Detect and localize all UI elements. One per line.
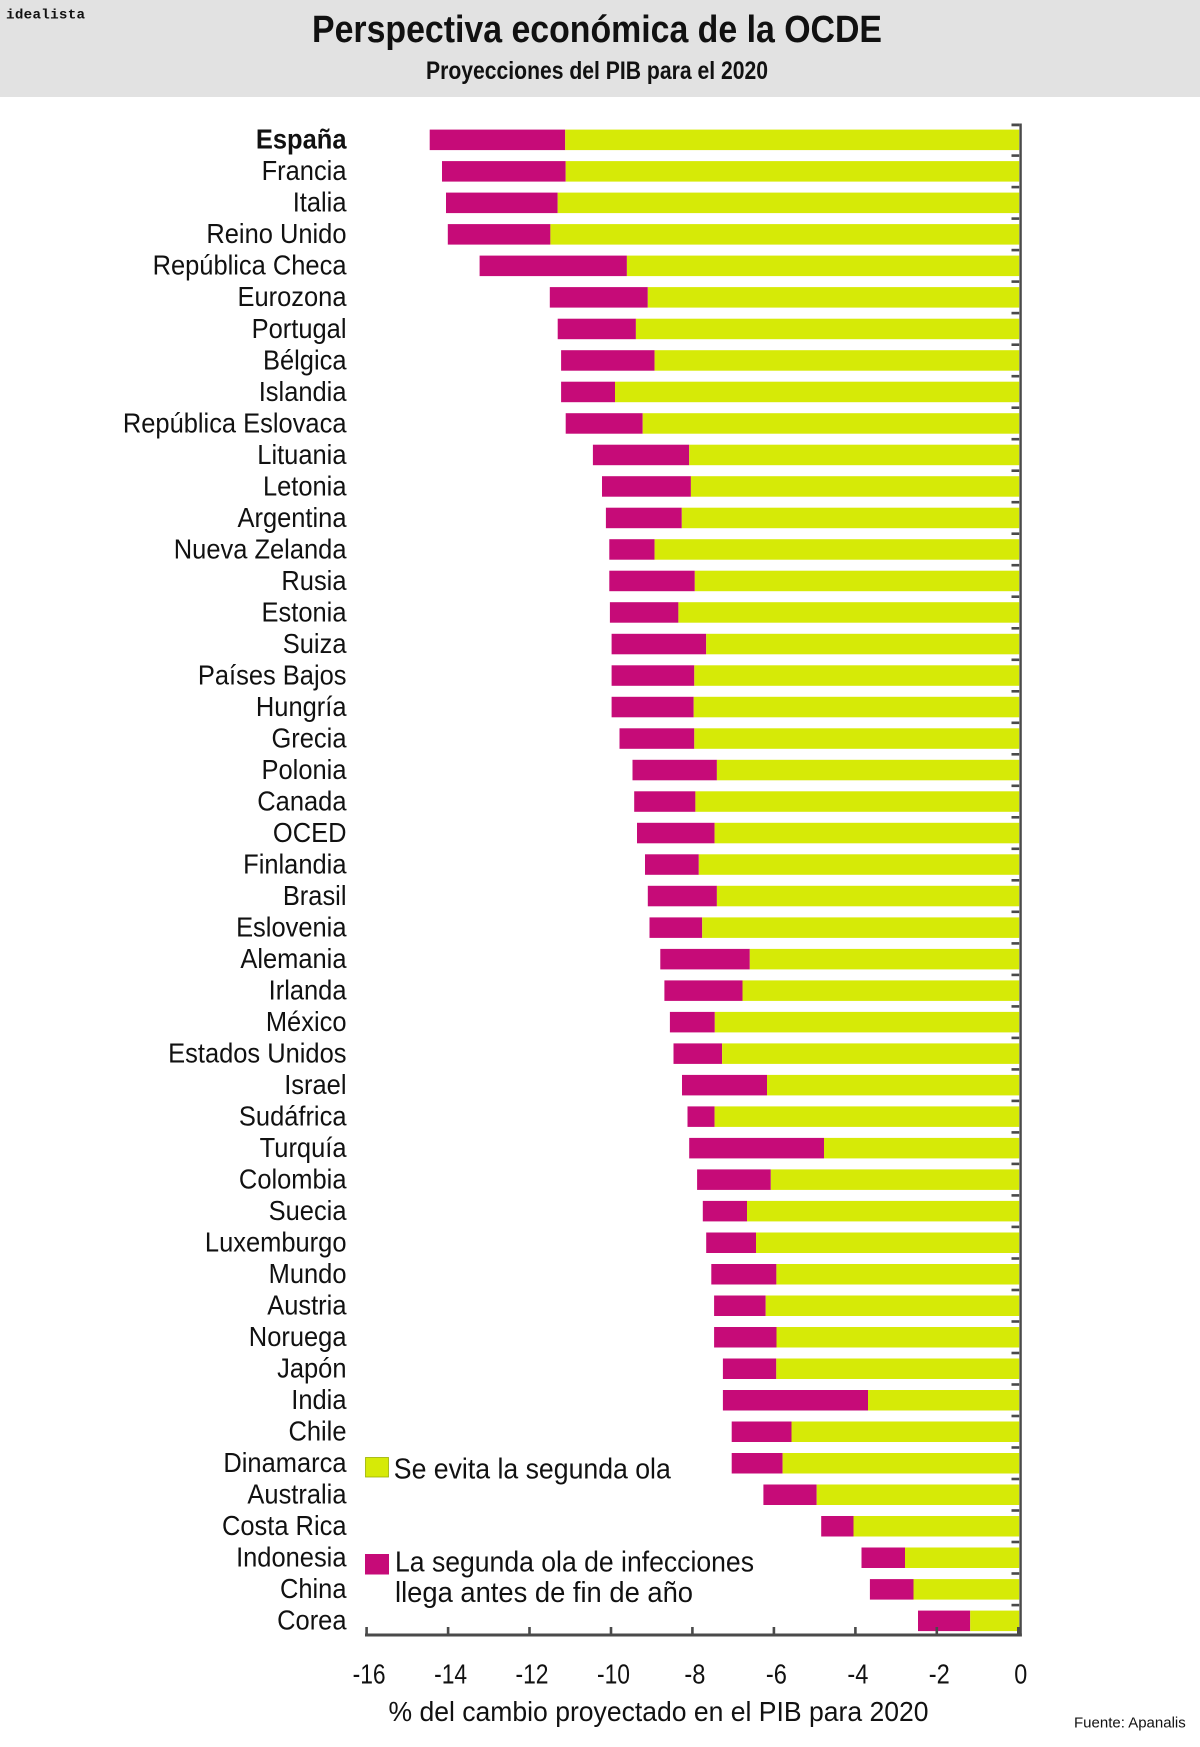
svg-text:México: México [266,1006,347,1037]
svg-text:Lituania: Lituania [257,439,346,470]
svg-text:-16: -16 [353,1659,386,1690]
svg-text:Proyecciones del PIB para el 2: Proyecciones del PIB para el 2020 [426,57,768,85]
svg-text:Noruega: Noruega [249,1321,347,1352]
svg-text:-10: -10 [597,1659,630,1690]
svg-text:Grecia: Grecia [271,722,346,753]
svg-text:-4: -4 [847,1659,868,1690]
svg-text:idealista: idealista [6,8,86,24]
svg-text:0: 0 [1014,1659,1027,1690]
svg-text:Perspectiva económica de la OC: Perspectiva económica de la OCDE [312,9,882,51]
svg-text:Australia: Australia [247,1478,346,1509]
svg-text:Dinamarca: Dinamarca [223,1447,346,1478]
svg-text:Francia: Francia [262,155,347,186]
svg-text:Suiza: Suiza [283,628,347,659]
svg-text:India: India [291,1384,346,1415]
svg-text:Hungría: Hungría [256,691,347,722]
svg-text:Suecia: Suecia [269,1195,347,1226]
svg-text:Islandia: Islandia [259,376,347,407]
svg-text:Eslovenia: Eslovenia [236,911,347,942]
svg-text:Italia: Italia [293,187,347,218]
svg-text:Eurozona: Eurozona [238,281,347,312]
svg-text:-2: -2 [929,1659,950,1690]
svg-text:Polonia: Polonia [262,754,347,785]
svg-text:Colombia: Colombia [239,1163,347,1194]
svg-text:Luxemburgo: Luxemburgo [205,1226,347,1257]
svg-text:Brasil: Brasil [283,880,347,911]
svg-text:% del cambio proyectado en el: % del cambio proyectado en el PIB para 2… [389,1696,929,1727]
svg-text:Canada: Canada [257,785,346,816]
svg-text:Letonia: Letonia [263,470,347,501]
svg-text:Costa Rica: Costa Rica [222,1510,347,1541]
svg-text:La segunda ola de infecciones: La segunda ola de infecciones [395,1547,754,1579]
svg-text:Chile: Chile [288,1415,346,1446]
svg-text:República Eslovaca: República Eslovaca [123,407,347,438]
svg-text:Japón: Japón [277,1352,346,1383]
svg-text:-14: -14 [434,1659,467,1690]
svg-text:Sudáfrica: Sudáfrica [239,1100,347,1131]
svg-text:Reino Unido: Reino Unido [206,218,346,249]
svg-text:España: España [256,124,348,155]
svg-text:Estados Unidos: Estados Unidos [168,1037,346,1068]
svg-text:Alemania: Alemania [240,943,346,974]
svg-text:Corea: Corea [277,1605,346,1636]
svg-text:Bélgica: Bélgica [263,344,347,375]
svg-text:llega antes de fin de año: llega antes de fin de año [395,1577,693,1609]
svg-text:Turquía: Turquía [260,1132,347,1163]
svg-text:Países Bajos: Países Bajos [198,659,347,690]
svg-text:Argentina: Argentina [238,502,347,533]
svg-text:OCED: OCED [273,817,347,848]
svg-text:Rusia: Rusia [281,565,346,596]
svg-text:Se evita la segunda ola: Se evita la segunda ola [394,1453,672,1485]
svg-text:Irlanda: Irlanda [269,974,347,1005]
svg-text:Austria: Austria [267,1289,346,1320]
svg-text:Portugal: Portugal [252,313,347,344]
svg-text:Indonesia: Indonesia [236,1541,347,1572]
svg-text:China: China [280,1573,347,1604]
svg-text:Nueva Zelanda: Nueva Zelanda [174,533,347,564]
svg-text:República Checa: República Checa [153,250,347,281]
svg-text:-6: -6 [766,1659,787,1690]
svg-text:Finlandia: Finlandia [243,848,346,879]
svg-text:Fuente: Apanalis: Fuente: Apanalis [1074,1715,1186,1732]
svg-text:Israel: Israel [284,1069,346,1100]
svg-text:Estonia: Estonia [262,596,347,627]
svg-text:Mundo: Mundo [269,1258,347,1289]
svg-text:-12: -12 [516,1659,549,1690]
svg-text:-8: -8 [684,1659,705,1690]
